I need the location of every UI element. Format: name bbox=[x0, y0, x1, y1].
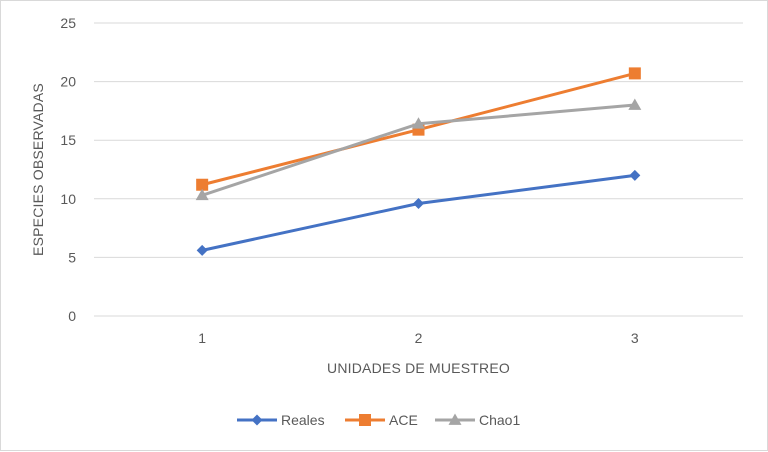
data-point-chao1 bbox=[412, 117, 425, 129]
data-point-ace bbox=[628, 67, 641, 80]
legend-item-reales: Reales bbox=[237, 412, 325, 428]
series-ace bbox=[196, 67, 641, 191]
x-tick-label: 2 bbox=[415, 330, 423, 346]
y-tick-label: 25 bbox=[60, 15, 76, 31]
legend: Reales ACE Chao1 bbox=[237, 412, 520, 428]
legend-marker-reales bbox=[251, 414, 263, 426]
legend-item-ace: ACE bbox=[345, 412, 418, 428]
data-point-reales bbox=[629, 169, 641, 181]
y-tick-label: 0 bbox=[68, 308, 76, 324]
legend-item-chao1: Chao1 bbox=[435, 412, 520, 428]
gridlines bbox=[94, 22, 743, 317]
legend-label-chao1: Chao1 bbox=[479, 412, 520, 428]
data-point-chao1 bbox=[195, 188, 209, 201]
x-tick-labels: 1 2 3 bbox=[198, 330, 639, 346]
y-tick-label: 5 bbox=[68, 249, 76, 265]
series-lines bbox=[195, 67, 642, 256]
data-point-ace bbox=[196, 178, 209, 191]
legend-label-ace: ACE bbox=[389, 412, 418, 428]
series-line-reales bbox=[200, 173, 637, 252]
data-point-chao1 bbox=[628, 98, 642, 110]
y-tick-label: 20 bbox=[60, 74, 76, 90]
legend-label-reales: Reales bbox=[281, 412, 325, 428]
series-chao1 bbox=[195, 98, 642, 201]
series-reales bbox=[196, 169, 641, 256]
data-point-reales bbox=[413, 197, 424, 209]
y-tick-label: 15 bbox=[60, 132, 76, 148]
data-point-reales bbox=[196, 244, 208, 256]
y-tick-labels: 0 5 10 15 20 25 bbox=[60, 15, 76, 324]
legend-marker-ace bbox=[359, 414, 371, 426]
x-tick-label: 3 bbox=[631, 330, 639, 346]
y-tick-label: 10 bbox=[60, 191, 76, 207]
legend-marker-chao1 bbox=[448, 413, 462, 425]
x-axis-title: UNIDADES DE MUESTREO bbox=[327, 360, 510, 376]
y-axis-title: ESPECIES OBSERVADAS bbox=[30, 83, 46, 256]
x-tick-label: 1 bbox=[198, 330, 206, 346]
